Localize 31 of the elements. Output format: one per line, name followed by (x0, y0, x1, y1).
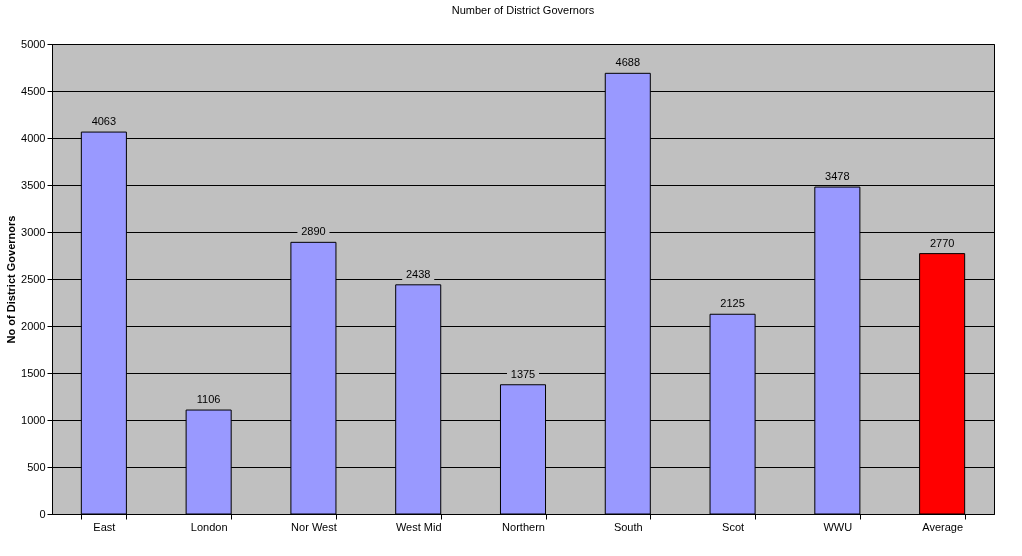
x-tick-label: Northern (502, 520, 545, 533)
x-tick-label: WWU (823, 520, 853, 533)
y-tick-label: 1000 (21, 413, 46, 426)
y-tick-label: 500 (27, 460, 46, 473)
y-tick-label: 2500 (21, 272, 46, 285)
y-tick-label: 4000 (21, 131, 46, 144)
data-label: 1375 (510, 367, 536, 380)
y-axis-title: No of District Governors (5, 215, 18, 344)
x-tick-label: London (190, 520, 228, 533)
x-tick-label: South (613, 520, 643, 533)
data-label: 3478 (825, 170, 850, 183)
data-label: 2125 (720, 297, 745, 310)
y-tick-label: 1500 (21, 366, 46, 379)
y-tick-label: 3000 (21, 225, 46, 238)
data-label: 2770 (929, 236, 955, 249)
x-tick-label: Scot (722, 520, 745, 533)
y-tick-label: 4500 (21, 84, 46, 97)
y-tick-label: 5000 (21, 37, 46, 50)
y-tick-label: 3500 (21, 178, 46, 191)
x-tick-label: Nor West (291, 520, 337, 533)
y-tick-label: 2000 (21, 319, 46, 332)
data-label: 1106 (196, 393, 221, 406)
data-label: 2890 (301, 225, 326, 238)
chart-title: Number of District Governors (451, 4, 595, 16)
x-tick-label: Average (922, 520, 964, 533)
data-label: 2438 (405, 267, 431, 280)
x-tick-label: East (93, 520, 116, 533)
data-label: 4063 (91, 115, 117, 128)
x-tick-label: West Mid (395, 520, 442, 533)
data-label: 4688 (615, 56, 641, 69)
y-tick-label: 0 (39, 507, 46, 520)
